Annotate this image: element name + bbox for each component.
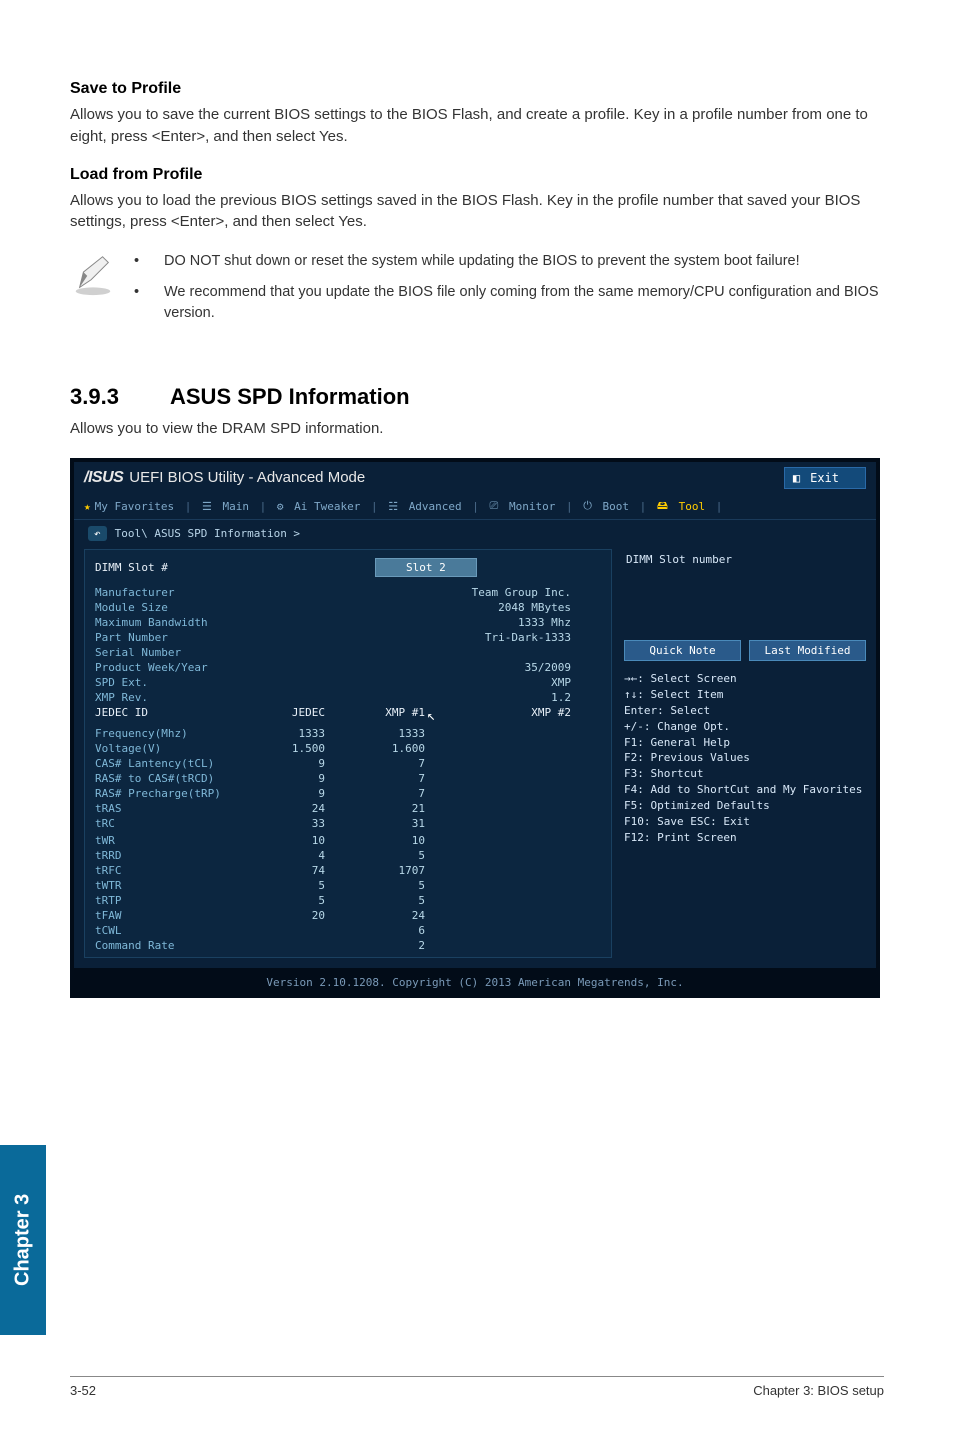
help-list: →←: Select Screen↑↓: Select ItemEnter: S… bbox=[624, 671, 866, 846]
page-footer: 3-52 Chapter 3: BIOS setup bbox=[70, 1376, 884, 1398]
asus-logo: /ISUS bbox=[84, 469, 123, 487]
page-number: 3-52 bbox=[70, 1383, 96, 1398]
chapter-tab: Chapter 3 bbox=[0, 1145, 46, 1335]
timing-row: tWR1010 bbox=[85, 833, 611, 848]
section-body: Allows you to view the DRAM SPD informat… bbox=[70, 418, 884, 440]
timing-row: RAS# to CAS#(tRCD)97 bbox=[85, 771, 611, 786]
breadcrumb: Tool\ ASUS SPD Information > bbox=[115, 527, 300, 540]
note-box: • DO NOT shut down or reset the system w… bbox=[70, 251, 884, 334]
section-heading: 3.9.3ASUS SPD Information bbox=[70, 384, 884, 410]
info-row: Product Week/Year35/2009 bbox=[85, 660, 611, 675]
save-heading: Save to Profile bbox=[70, 80, 884, 98]
timing-row: CAS# Lantency(tCL)97 bbox=[85, 756, 611, 771]
bios-tabbar[interactable]: ★My Favorites | ☰ Main | ⚙ Ai Tweaker | … bbox=[74, 494, 876, 520]
cursor-icon: ↖ bbox=[427, 708, 435, 724]
exit-button[interactable]: ◧ Exit bbox=[784, 467, 866, 489]
spd-panel: DIMM Slot # Slot 2 ManufacturerTeam Grou… bbox=[84, 549, 612, 958]
timing-row: tRRD45 bbox=[85, 848, 611, 863]
info-row: SPD Ext.XMP bbox=[85, 675, 611, 690]
bios-footer: Version 2.10.1208. Copyright (C) 2013 Am… bbox=[70, 968, 880, 998]
star-icon: ★ bbox=[84, 500, 91, 513]
note-item-1: • DO NOT shut down or reset the system w… bbox=[134, 251, 884, 272]
info-row: XMP Rev.1.2 bbox=[85, 690, 611, 705]
bios-screenshot: /ISUS UEFI BIOS Utility - Advanced Mode … bbox=[70, 458, 880, 998]
timing-row: tCWL6 bbox=[85, 923, 611, 938]
bios-title: UEFI BIOS Utility - Advanced Mode bbox=[129, 469, 365, 486]
timing-row: Command Rate2 bbox=[85, 938, 611, 953]
load-body: Allows you to load the previous BIOS set… bbox=[70, 190, 884, 234]
timing-row: tRAS2421 bbox=[85, 801, 611, 816]
note-item-2: • We recommend that you update the BIOS … bbox=[134, 282, 884, 324]
timing-row: tRTP55 bbox=[85, 893, 611, 908]
timing-row: tRC3331 bbox=[85, 816, 611, 831]
info-row: Maximum Bandwidth1333 Mhz bbox=[85, 615, 611, 630]
help-title: DIMM Slot number bbox=[624, 549, 866, 570]
timing-row: tFAW2024 bbox=[85, 908, 611, 923]
timing-row: RAS# Precharge(tRP)97 bbox=[85, 786, 611, 801]
info-row: Module Size2048 MBytes bbox=[85, 600, 611, 615]
footer-chapter: Chapter 3: BIOS setup bbox=[753, 1383, 884, 1398]
exit-icon: ◧ bbox=[793, 471, 800, 485]
dimm-slot-label: DIMM Slot # bbox=[95, 561, 375, 574]
dimm-slot-select[interactable]: Slot 2 bbox=[375, 558, 477, 577]
last-modified-button[interactable]: Last Modified bbox=[749, 640, 866, 661]
back-icon[interactable]: ↶ bbox=[88, 526, 107, 541]
pencil-icon bbox=[70, 251, 116, 297]
info-row: Serial Number bbox=[85, 645, 611, 660]
info-row: Part NumberTri-Dark-1333 bbox=[85, 630, 611, 645]
timing-row: tRFC741707 bbox=[85, 863, 611, 878]
timing-row: Frequency(Mhz)13331333 bbox=[85, 726, 611, 741]
info-row: ManufacturerTeam Group Inc. bbox=[85, 585, 611, 600]
save-body: Allows you to save the current BIOS sett… bbox=[70, 104, 884, 148]
quick-note-button[interactable]: Quick Note bbox=[624, 640, 741, 661]
load-heading: Load from Profile bbox=[70, 166, 884, 184]
timing-row: Voltage(V)1.5001.600 bbox=[85, 741, 611, 756]
timing-row: tWTR55 bbox=[85, 878, 611, 893]
